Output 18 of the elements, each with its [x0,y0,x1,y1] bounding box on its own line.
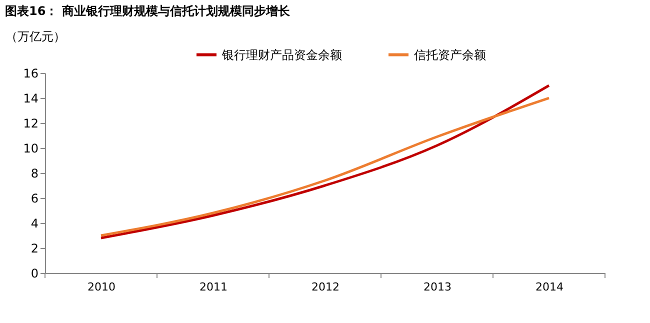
y-tick-label: 10 [23,142,38,156]
y-tick-label: 2 [30,242,38,256]
x-tick-label: 2011 [200,280,228,294]
y-axis-title: （万亿元） [6,30,66,44]
y-tick-label: 0 [30,266,38,280]
y-tick-label: 14 [23,92,38,106]
y-tick-label: 16 [23,66,38,80]
y-tick-label: 6 [30,192,38,206]
legend-label: 信托资产余额 [414,48,486,62]
y-tick-label: 8 [30,166,38,180]
x-tick-label: 2012 [312,280,340,294]
y-tick-label: 12 [23,116,38,130]
x-tick-label: 2013 [424,280,452,294]
x-tick-label: 2010 [88,280,116,294]
chart-title: 图表16： 商业银行理财规模与信托计划规模同步增长 [5,4,291,18]
x-tick-label: 2014 [536,280,564,294]
legend-label: 银行理财产品资金余额 [221,48,342,62]
y-tick-label: 4 [30,216,38,230]
